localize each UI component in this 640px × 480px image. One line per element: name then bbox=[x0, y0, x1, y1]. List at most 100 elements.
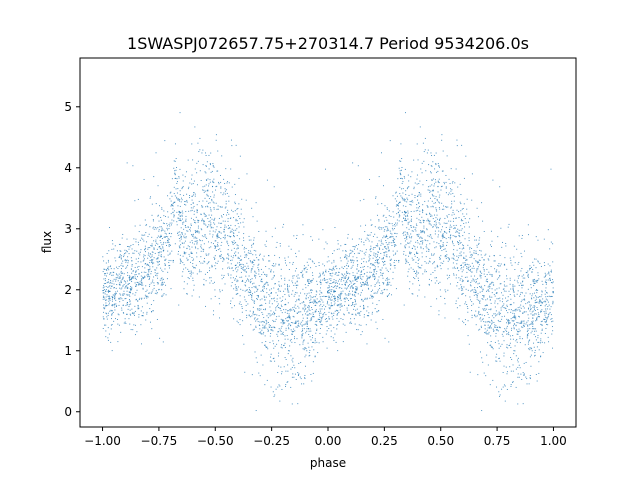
data-point bbox=[513, 350, 515, 352]
data-point bbox=[481, 257, 483, 259]
data-point bbox=[349, 254, 351, 256]
data-point bbox=[180, 244, 182, 246]
data-point bbox=[545, 282, 547, 283]
data-point bbox=[549, 274, 551, 276]
data-point bbox=[424, 261, 426, 263]
data-point bbox=[144, 276, 146, 278]
data-point bbox=[111, 350, 113, 352]
data-point bbox=[255, 357, 257, 359]
data-point bbox=[404, 217, 406, 219]
data-point bbox=[443, 222, 445, 224]
data-point bbox=[497, 330, 499, 332]
data-point bbox=[102, 295, 104, 297]
data-point bbox=[296, 281, 298, 283]
data-point bbox=[334, 333, 336, 335]
data-point bbox=[135, 238, 137, 240]
data-point bbox=[182, 255, 184, 257]
data-point bbox=[546, 323, 548, 325]
data-point bbox=[543, 276, 545, 278]
data-point bbox=[128, 246, 130, 248]
data-point bbox=[306, 261, 308, 263]
data-point bbox=[263, 255, 265, 257]
data-point bbox=[314, 299, 316, 301]
data-point bbox=[388, 249, 390, 251]
data-point bbox=[479, 314, 481, 316]
data-point bbox=[340, 293, 342, 295]
data-point bbox=[352, 264, 354, 266]
data-point bbox=[328, 292, 330, 294]
data-point bbox=[155, 239, 157, 241]
data-point bbox=[402, 232, 404, 234]
data-point bbox=[225, 168, 227, 170]
data-point bbox=[445, 238, 447, 240]
data-point bbox=[333, 290, 334, 292]
data-point bbox=[373, 274, 375, 276]
data-point bbox=[153, 257, 155, 259]
data-point bbox=[214, 255, 216, 257]
data-point bbox=[180, 227, 182, 229]
data-point bbox=[466, 306, 468, 308]
data-point bbox=[169, 198, 171, 200]
data-point bbox=[465, 301, 467, 303]
data-point bbox=[424, 271, 426, 273]
data-point bbox=[136, 281, 138, 283]
data-point bbox=[333, 297, 335, 299]
data-point bbox=[154, 269, 156, 271]
data-point bbox=[309, 302, 311, 304]
data-point bbox=[126, 313, 128, 315]
data-point bbox=[355, 278, 357, 280]
data-point bbox=[499, 313, 501, 315]
data-point bbox=[501, 316, 503, 318]
data-point bbox=[106, 294, 108, 296]
data-point bbox=[145, 232, 147, 234]
data-point bbox=[377, 203, 379, 205]
data-point bbox=[272, 263, 274, 265]
data-point bbox=[500, 227, 502, 229]
data-point bbox=[510, 329, 512, 331]
data-point bbox=[459, 240, 461, 242]
data-point bbox=[474, 287, 476, 289]
data-point bbox=[144, 275, 146, 277]
data-point bbox=[540, 304, 542, 306]
data-point bbox=[533, 307, 535, 309]
data-point bbox=[406, 201, 408, 203]
data-point bbox=[327, 287, 329, 289]
data-point bbox=[489, 299, 491, 301]
data-point bbox=[463, 266, 465, 268]
data-point bbox=[196, 231, 198, 233]
data-point bbox=[281, 319, 283, 321]
data-point bbox=[235, 275, 237, 277]
data-point bbox=[217, 236, 219, 238]
data-point bbox=[143, 259, 145, 261]
data-point bbox=[253, 237, 255, 239]
data-point bbox=[148, 270, 150, 272]
data-point bbox=[471, 271, 473, 273]
data-point bbox=[507, 299, 509, 301]
data-point bbox=[322, 336, 324, 338]
data-point bbox=[496, 292, 498, 293]
data-point bbox=[251, 374, 253, 376]
data-point bbox=[187, 159, 189, 161]
data-point bbox=[471, 301, 473, 303]
data-point bbox=[291, 333, 293, 335]
data-point bbox=[131, 265, 133, 267]
data-point bbox=[108, 281, 110, 283]
data-point bbox=[225, 200, 227, 202]
data-point bbox=[441, 234, 443, 236]
data-point bbox=[273, 274, 275, 276]
data-point bbox=[508, 321, 510, 323]
data-point bbox=[149, 308, 151, 310]
data-point bbox=[108, 304, 110, 306]
data-point bbox=[360, 285, 362, 287]
data-point bbox=[252, 306, 254, 308]
data-point bbox=[138, 298, 140, 300]
data-point bbox=[447, 278, 449, 280]
data-point bbox=[180, 238, 182, 240]
data-point bbox=[344, 255, 346, 257]
data-point bbox=[382, 277, 384, 279]
data-point bbox=[506, 333, 508, 335]
data-point bbox=[302, 348, 304, 350]
data-point bbox=[221, 216, 223, 218]
data-point bbox=[286, 284, 288, 286]
data-point bbox=[191, 257, 193, 258]
